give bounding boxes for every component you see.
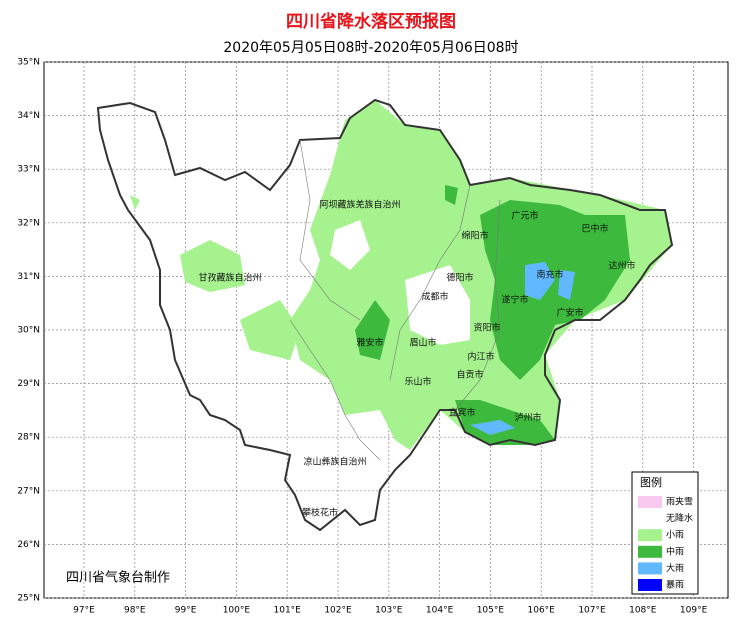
place-label: 宜宾市 [448,407,475,419]
longitude-label: 101°E [274,606,302,616]
place-label: 内江市 [467,351,494,363]
longitude-label: 98°E [124,606,146,616]
legend-label: 大雨 [666,562,684,574]
no-precip-patch [330,220,470,345]
longitude-label: 104°E [426,606,454,616]
latitude-label: 33°N [17,165,40,175]
longitude-label: 105°E [477,606,505,616]
place-label: 德阳市 [446,272,473,284]
place-label: 绵阳市 [461,230,488,242]
place-label: 凉山彝族自治州 [303,456,366,468]
legend-label: 无降水 [666,512,693,524]
latitude-label: 29°N [17,379,40,389]
place-label: 乐山市 [404,376,431,388]
place-label: 攀枝花市 [302,507,338,519]
legend-swatch [638,529,662,542]
province-border [96,98,674,532]
latitude-label: 32°N [17,218,40,228]
latitude-label: 35°N [17,58,40,68]
place-label: 甘孜藏族自治州 [198,272,261,284]
legend-title: 图例 [640,475,662,489]
place-label: 巴中市 [581,223,608,235]
latitude-label: 27°N [17,486,40,496]
place-label: 自贡市 [456,369,483,381]
longitude-label: 102°E [324,606,352,616]
longitude-label: 97°E [73,606,95,616]
legend-label: 中雨 [666,545,684,557]
longitude-label: 99°E [175,606,197,616]
legend-swatch [637,512,663,526]
place-label: 广安市 [556,307,583,319]
latitude-label: 31°N [17,272,40,282]
latitude-label: 26°N [17,540,40,550]
place-label: 泸州市 [514,412,541,424]
latitude-label: 28°N [17,433,40,443]
legend-label: 暴雨 [666,580,684,591]
longitude-label: 108°E [629,606,657,616]
longitude-label: 107°E [578,606,606,616]
longitude-label: 100°E [223,606,251,616]
place-label: 广元市 [511,210,538,222]
credit: 四川省气象台制作 [66,570,170,586]
precip-moderate [355,185,630,445]
legend-label: 雨夹雪 [666,496,693,508]
legend-swatch [638,579,662,591]
map-subtitle: 2020年05月05日08时-2020年05月06日08时 [223,40,518,56]
longitude-label: 109°E [680,606,708,616]
place-label: 雅安市 [356,337,383,349]
place-label: 遂宁市 [501,294,528,306]
place-label: 南充市 [536,269,563,281]
latitude-label: 25°N [17,594,40,604]
map-title: 四川省降水落区预报图 [286,11,456,32]
legend-swatch [638,545,662,558]
place-label: 眉山市 [409,337,436,349]
longitude-label: 103°E [375,606,403,616]
precip-heavy [470,262,575,435]
latitude-label: 30°N [17,326,40,336]
place-label: 达州市 [608,260,635,272]
place-label: 阿坝藏族羌族自治州 [319,199,400,211]
longitude-label: 106°E [528,606,556,616]
place-label: 资阳市 [473,322,500,334]
city-borders [289,139,501,461]
legend-swatch [638,562,662,575]
legend-label: 小雨 [666,530,684,541]
latitude-label: 34°N [17,111,40,121]
legend-swatch [638,496,662,508]
place-label: 成都市 [421,291,448,303]
